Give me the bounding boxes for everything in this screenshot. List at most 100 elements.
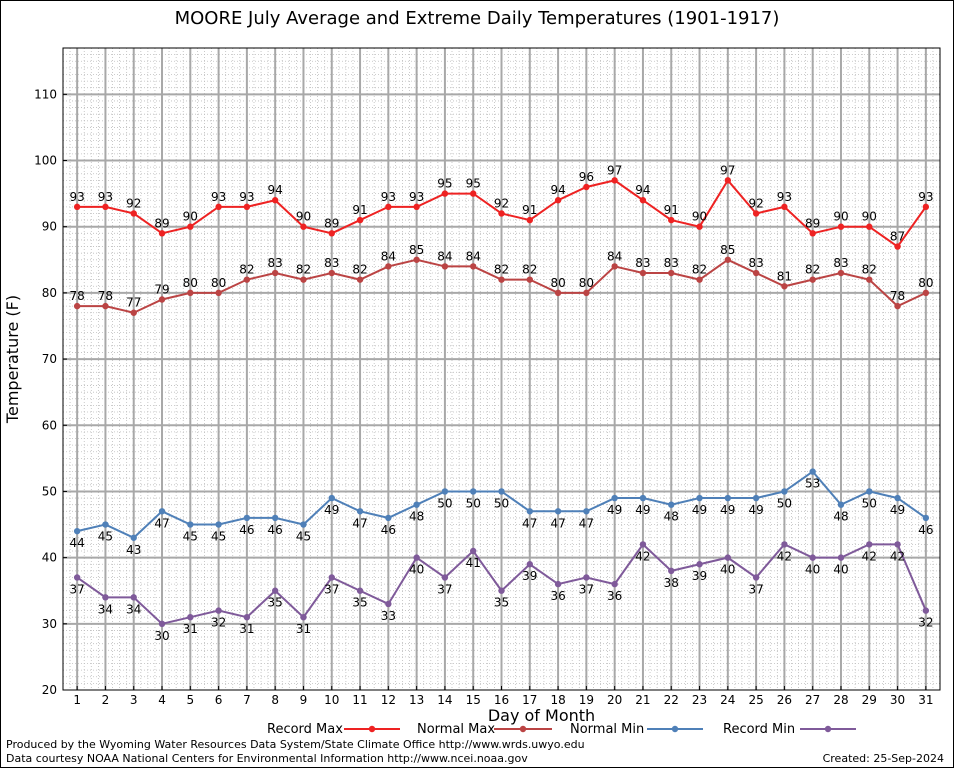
x-tick-label: 10 [324, 693, 339, 707]
footer-created-date: Created: 25-Sep-2024 [822, 752, 944, 765]
x-tick-labels: 1 2 3 4 5 6 7 8 9 10 11 12 13 14 15 16 17 18 19 20 21 22 23 24 2… [73, 686, 933, 707]
data-point [215, 289, 222, 297]
data-point [73, 302, 81, 310]
data-point [130, 534, 137, 541]
data-point [470, 488, 477, 495]
data-point [752, 269, 760, 277]
data-point [611, 263, 618, 270]
data-label: 81 [777, 269, 792, 283]
data-label: 49 [635, 503, 650, 517]
data-label: 84 [607, 249, 622, 263]
data-label: 83 [664, 256, 679, 270]
x-tick-label: 21 [635, 693, 650, 707]
data-point [187, 613, 194, 621]
data-label: 84 [437, 249, 452, 263]
data-point [328, 269, 335, 277]
data-point [696, 561, 703, 568]
x-tick-label: 11 [352, 693, 367, 707]
data-point [243, 613, 251, 621]
data-point [583, 574, 590, 581]
data-label: 37 [70, 582, 85, 596]
footer-credit-producer: Produced by the Wyoming Water Resources … [6, 738, 585, 751]
x-axis-label: Day of Month [488, 706, 595, 725]
data-label: 53 [805, 477, 820, 491]
data-label: 49 [692, 503, 707, 517]
data-point [696, 223, 703, 230]
data-point [894, 541, 901, 548]
data-label: 82 [352, 263, 367, 277]
data-point [583, 508, 590, 515]
data-label: 96 [579, 170, 594, 184]
data-point [441, 190, 449, 197]
data-point [158, 508, 166, 515]
data-point [866, 276, 873, 283]
data-point [441, 488, 449, 495]
data-label: 92 [748, 196, 763, 210]
data-label: 82 [862, 263, 877, 277]
legend-label: Normal Min [570, 722, 644, 737]
y-tick-label: 60 [42, 418, 57, 432]
data-label: 48 [409, 510, 424, 524]
data-point [922, 289, 930, 297]
data-point [668, 269, 675, 277]
legend-marker [671, 725, 679, 733]
data-label: 92 [126, 196, 141, 210]
data-point [866, 488, 873, 495]
x-tick-label: 22 [664, 693, 679, 707]
data-label: 34 [126, 602, 141, 616]
data-point [102, 521, 109, 528]
legend-marker [824, 725, 832, 733]
chart-title: MOORE July Average and Extreme Daily Tem… [174, 8, 780, 29]
data-label: 90 [183, 210, 198, 224]
data-point [328, 574, 335, 581]
data-label: 83 [748, 256, 763, 270]
data-point [554, 580, 562, 588]
data-point [752, 574, 760, 581]
data-point [611, 580, 618, 588]
data-point [752, 210, 760, 217]
data-point [526, 216, 533, 224]
data-point [413, 256, 420, 263]
data-label: 90 [692, 210, 707, 224]
data-label: 77 [126, 296, 141, 310]
y-tick-label: 40 [42, 551, 57, 565]
x-tick-label: 14 [437, 693, 452, 707]
data-label: 37 [579, 582, 594, 596]
data-label: 93 [211, 190, 226, 204]
data-point [894, 494, 901, 502]
y-tick-label: 110 [34, 87, 57, 101]
legend-label: Record Max [267, 722, 343, 737]
data-point [328, 494, 335, 502]
data-label: 95 [466, 177, 481, 191]
y-tick-label: 70 [42, 352, 57, 366]
data-point [866, 541, 873, 548]
data-point [498, 276, 505, 283]
data-label: 93 [239, 190, 254, 204]
x-tick-label: 9 [300, 693, 308, 707]
data-label: 46 [268, 523, 283, 537]
data-point [922, 514, 930, 522]
x-tick-label: 25 [748, 693, 763, 707]
data-point [498, 587, 505, 594]
data-label: 35 [352, 596, 367, 610]
data-label: 45 [98, 530, 113, 544]
data-point [158, 296, 166, 303]
data-point [215, 607, 222, 614]
data-point [724, 494, 732, 502]
data-label: 49 [607, 503, 622, 517]
data-point [639, 494, 647, 502]
data-label: 39 [522, 569, 537, 583]
data-label: 97 [720, 163, 735, 177]
data-label: 38 [664, 576, 679, 590]
data-point [639, 541, 647, 548]
data-point [526, 276, 533, 283]
data-point [271, 514, 279, 522]
data-point [668, 501, 675, 508]
data-point [724, 177, 732, 184]
data-point [498, 210, 505, 217]
data-point [413, 203, 420, 211]
data-label: 78 [98, 289, 113, 303]
data-point [102, 594, 109, 601]
data-label: 82 [522, 263, 537, 277]
data-point [300, 521, 307, 528]
